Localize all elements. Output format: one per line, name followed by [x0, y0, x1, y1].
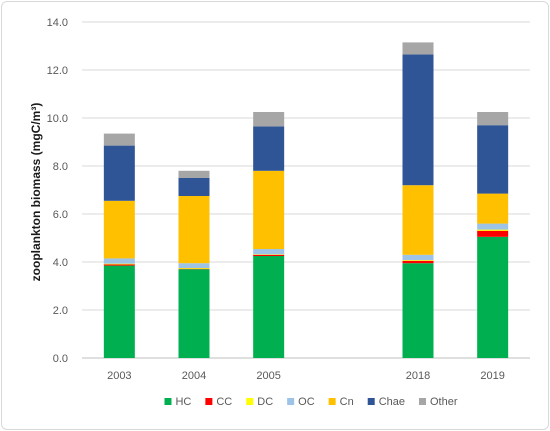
bar-segment-dc — [178, 268, 210, 269]
bar-segment-oc — [402, 254, 434, 261]
bar-segment-chae — [402, 54, 434, 186]
y-tick-label: 8.0 — [53, 161, 68, 173]
legend-swatch-oc — [287, 398, 295, 405]
x-tick-label: 2005 — [256, 370, 280, 382]
bar-segment-other — [477, 112, 509, 126]
bar-segment-cc — [103, 264, 135, 266]
bar-segment-other — [103, 133, 135, 146]
bar-segment-dc — [477, 229, 509, 231]
y-tick-label: 4.0 — [53, 257, 68, 269]
gridlines — [82, 21, 530, 359]
bar-segment-hc — [402, 263, 434, 358]
x-tick-labels: 2003 2004 2005 2018 2019 — [107, 370, 505, 382]
bar-segment-chae — [477, 125, 509, 194]
bar-segment-cc — [402, 260, 434, 264]
bar-segment-chae — [178, 178, 210, 196]
legend-swatch-cc — [205, 398, 213, 405]
bar-segment-cn — [103, 200, 135, 259]
y-axis-label: zooplankton biomass (mgC/m³) — [29, 103, 43, 282]
bar-segment-oc — [103, 258, 135, 264]
y-tick-label: 12.0 — [47, 65, 68, 77]
y-tick-labels: 0.0 2.0 4.0 6.0 8.0 10.0 12.0 14.0 — [47, 17, 68, 365]
bar-segment-cn — [402, 185, 434, 255]
legend-label-cc: CC — [216, 396, 232, 408]
x-tick-label: 2004 — [182, 370, 206, 382]
bar-segment-oc — [253, 249, 285, 255]
bar-segment-other — [253, 112, 285, 127]
legend-label-hc: HC — [175, 396, 191, 408]
bar-segment-cc — [477, 230, 509, 237]
bar-segment-chae — [103, 145, 135, 201]
legend-swatch-dc — [246, 398, 254, 405]
bar-segment-cc — [253, 254, 285, 256]
bar-segment-other — [178, 170, 210, 178]
y-tick-label: 14.0 — [47, 17, 68, 29]
legend: HC CC DC OC Cn Chae Other — [164, 396, 458, 408]
bar-segment-oc — [477, 223, 509, 230]
bar-segment-hc — [477, 236, 509, 358]
y-tick-label: 0.0 — [53, 353, 68, 365]
x-tick-label: 2019 — [480, 370, 504, 382]
bar-segment-oc — [178, 263, 210, 268]
legend-label-oc: OC — [298, 396, 315, 408]
legend-label-chae: Chae — [379, 396, 405, 408]
legend-swatch-cn — [328, 398, 336, 405]
bar-segment-hc — [178, 269, 210, 358]
legend-swatch-hc — [164, 398, 172, 405]
bars — [103, 42, 509, 358]
y-tick-label: 2.0 — [53, 305, 68, 317]
y-tick-label: 10.0 — [47, 113, 68, 125]
y-tick-label: 6.0 — [53, 209, 68, 221]
bar-segment-hc — [103, 265, 135, 358]
legend-label-dc: DC — [257, 396, 273, 408]
legend-label-cn: Cn — [340, 396, 354, 408]
legend-label-other: Other — [430, 396, 458, 408]
bar-segment-cn — [477, 193, 509, 224]
bar-segment-chae — [253, 126, 285, 171]
bar-segment-cn — [253, 170, 285, 250]
bar-segment-dc — [103, 263, 135, 265]
x-tick-label: 2003 — [107, 370, 131, 382]
bar-segment-hc — [253, 256, 285, 358]
x-tick-label: 2018 — [406, 370, 430, 382]
legend-swatch-chae — [367, 398, 375, 405]
bar-segment-cn — [178, 196, 210, 264]
bar-segment-dc — [402, 260, 434, 261]
legend-swatch-other — [419, 398, 427, 405]
bar-segment-other — [402, 42, 434, 55]
